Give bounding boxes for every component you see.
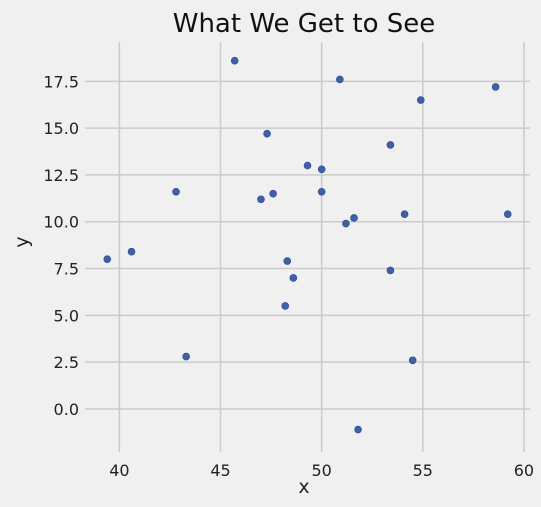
scatter-point bbox=[354, 425, 362, 434]
y-tick-label: 0.0 bbox=[54, 400, 79, 419]
scatter-point bbox=[400, 210, 409, 219]
y-tick-label: 15.0 bbox=[43, 119, 79, 138]
y-tick-label: 5.0 bbox=[54, 306, 79, 325]
scatter-point bbox=[386, 141, 395, 149]
scatter-point bbox=[182, 352, 190, 361]
x-tick-label: 55 bbox=[413, 461, 433, 480]
y-tick-label: 10.0 bbox=[43, 213, 79, 232]
scatter-point bbox=[416, 96, 425, 104]
y-axis-label: y bbox=[11, 236, 33, 247]
scatter-point bbox=[350, 214, 358, 222]
data-points bbox=[103, 56, 512, 434]
scatter-point bbox=[283, 257, 292, 265]
chart-title: What We Get to See bbox=[173, 9, 436, 39]
scatter-point bbox=[281, 302, 290, 310]
y-tick-label: 7.5 bbox=[54, 260, 79, 279]
scatter-point bbox=[257, 195, 265, 204]
y-tick-labels: 0.0 2.5 5.0 7.5 10.0 12.5 15.0 17.5 bbox=[43, 72, 79, 419]
scatter-point bbox=[172, 187, 180, 196]
scatter-point bbox=[491, 83, 500, 91]
x-tick-label: 60 bbox=[514, 461, 534, 480]
x-tick-label: 45 bbox=[210, 461, 230, 480]
x-tick-label: 40 bbox=[109, 461, 129, 480]
scatter-point bbox=[336, 75, 344, 84]
y-tick-label: 17.5 bbox=[43, 72, 79, 91]
scatter-point bbox=[230, 56, 239, 65]
scatter-point bbox=[408, 356, 417, 365]
x-tick-labels: 40 45 50 55 60 bbox=[109, 461, 534, 480]
scatter-point bbox=[127, 247, 136, 256]
y-tick-label: 12.5 bbox=[43, 166, 79, 185]
grid-lines bbox=[85, 42, 530, 452]
y-tick-label: 2.5 bbox=[54, 353, 79, 372]
scatter-point bbox=[386, 266, 395, 275]
scatter-point bbox=[263, 129, 271, 138]
scatter-point bbox=[317, 187, 326, 196]
scatter-point bbox=[269, 189, 277, 198]
scatter-point bbox=[317, 165, 326, 174]
x-tick-label: 50 bbox=[311, 461, 331, 480]
x-axis-label: x bbox=[298, 476, 309, 498]
scatter-point bbox=[303, 161, 312, 170]
scatter-point bbox=[503, 210, 512, 219]
scatter-point bbox=[103, 255, 112, 263]
scatter-point bbox=[289, 274, 298, 282]
scatter-point bbox=[342, 219, 350, 228]
